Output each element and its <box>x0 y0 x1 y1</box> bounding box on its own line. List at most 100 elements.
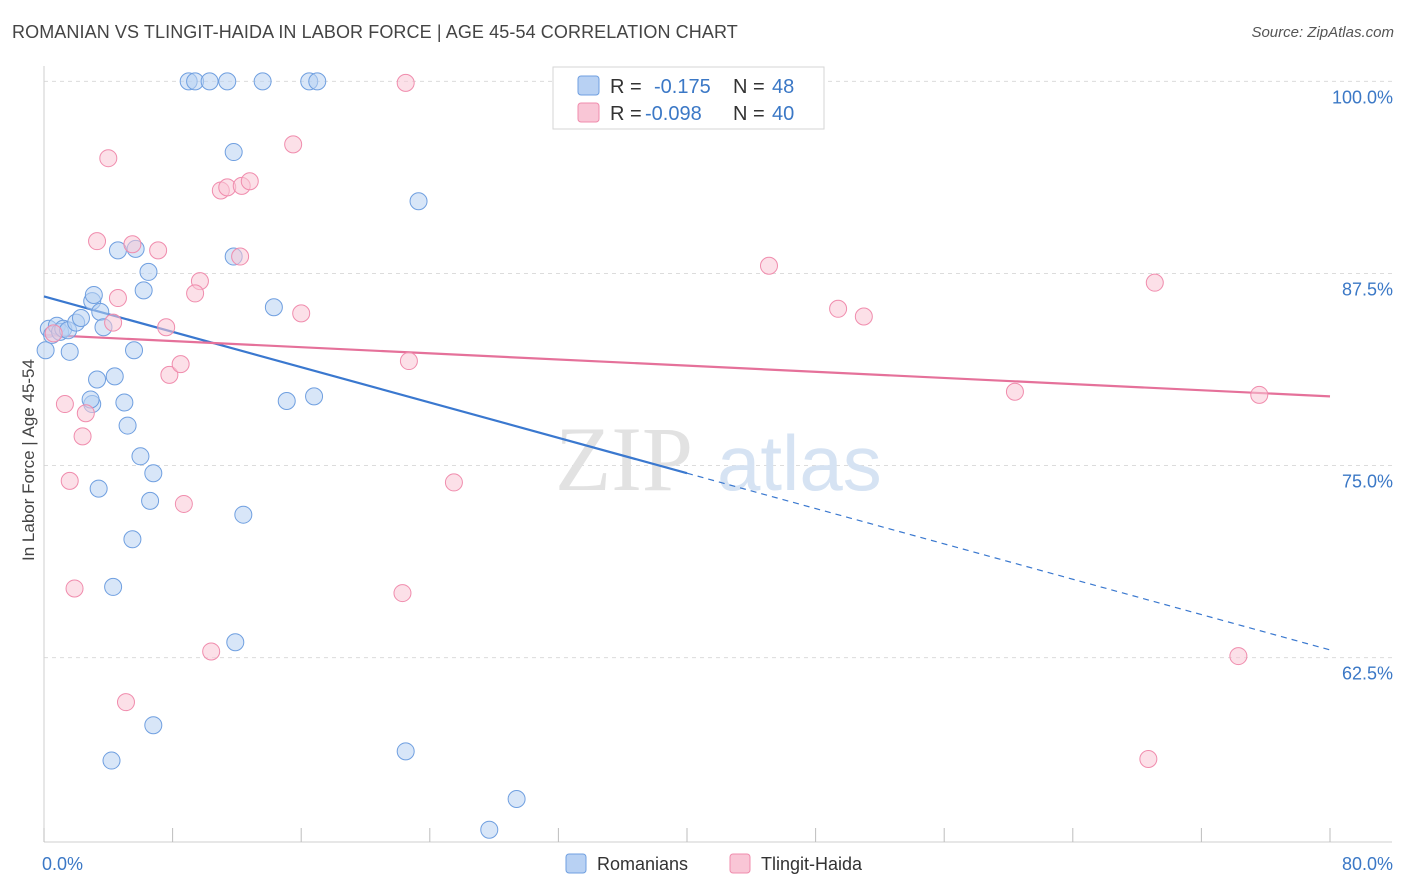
tlingit-haida-point-15 <box>171 355 190 374</box>
tlingit-haida-point-16 <box>174 494 193 513</box>
romanians-point-30 <box>104 577 123 596</box>
legend-n-label-tlingit-haida: N = <box>733 103 765 125</box>
romanians-point-40 <box>308 72 327 91</box>
data-points <box>36 72 1269 839</box>
romanians-point-50 <box>480 820 499 839</box>
romanians-point-44 <box>305 387 324 406</box>
trend-lines <box>43 295 1331 651</box>
romanians-point-43 <box>277 391 296 410</box>
series-legend: Romanians Tlingit-Haida <box>565 853 863 874</box>
romanians-point-48 <box>396 742 415 761</box>
romanians-trend-line <box>43 295 688 475</box>
bottom-legend-swatch-romanians <box>565 853 587 874</box>
tlingit-haida-point-7 <box>99 149 118 168</box>
legend-n-label-romanians: N = <box>733 76 765 98</box>
legend-n-value-romanians: 48 <box>772 76 794 98</box>
x-tick-labels: 0.0% 80.0% <box>42 854 1393 874</box>
chart-source: Source: ZipAtlas.com <box>1251 24 1394 41</box>
tlingit-haida-point-28 <box>399 352 418 371</box>
watermark-zip: ZIP <box>555 408 693 510</box>
legend-n-value-tlingit-haida: 40 <box>772 103 794 125</box>
romanians-point-38 <box>253 72 272 91</box>
romanians-point-31 <box>144 716 163 735</box>
romanians-point-20 <box>88 370 107 389</box>
tlingit-haida-point-3 <box>65 579 84 598</box>
tlingit-haida-point-5 <box>76 404 95 423</box>
bottom-legend-label-tlingit-haida: Tlingit-Haida <box>761 854 863 874</box>
legend-r-value-romanians: -0.175 <box>654 76 711 98</box>
romanians-point-45 <box>234 505 253 524</box>
tlingit-haida-point-26 <box>292 304 311 323</box>
romanians-point-25 <box>131 447 150 466</box>
tlingit-haida-point-19 <box>202 642 221 661</box>
bottom-legend-label-romanians: Romanians <box>597 854 688 874</box>
romanians-point-16 <box>105 367 124 386</box>
romanians-point-9 <box>60 342 79 361</box>
romanians-point-26 <box>144 464 163 483</box>
tlingit-haida-point-11 <box>123 235 142 254</box>
romanians-point-32 <box>102 751 121 770</box>
tlingit-haida-point-9 <box>108 289 127 308</box>
tlingit-haida-point-39 <box>1005 382 1024 401</box>
romanians-point-17 <box>139 262 158 281</box>
romanians-point-18 <box>134 281 153 300</box>
tlingit-haida-point-0 <box>44 324 63 343</box>
romanians-point-28 <box>141 491 160 510</box>
romanians-point-33 <box>224 143 243 162</box>
legend-swatch-tlingit-haida <box>577 102 600 123</box>
tlingit-haida-point-30 <box>444 473 463 492</box>
tlingit-haida-point-25 <box>284 135 303 154</box>
tlingit-haida-trend-line <box>43 333 1331 398</box>
legend-r-label-romanians: R = <box>610 76 642 98</box>
tlingit-haida-point-6 <box>88 232 107 251</box>
tlingit-haida-point-10 <box>116 693 135 712</box>
tlingit-haida-point-1 <box>55 395 74 414</box>
tlingit-haida-point-34 <box>854 307 873 326</box>
tlingit-haida-point-35 <box>1145 273 1164 292</box>
romanians-point-24 <box>118 416 137 435</box>
romanians-point-36 <box>200 72 219 91</box>
bottom-legend-swatch-tlingit-haida <box>729 853 751 874</box>
y-tick-label-2: 75.0% <box>1342 472 1393 492</box>
tlingit-haida-point-8 <box>104 313 123 332</box>
romanians-point-8 <box>71 309 90 328</box>
x-tick-label-0: 0.0% <box>42 854 83 874</box>
tlingit-haida-point-36 <box>1139 750 1158 769</box>
romanians-point-0 <box>36 341 55 360</box>
watermark-atlas: atlas <box>717 419 882 507</box>
tlingit-haida-point-18 <box>186 284 205 303</box>
romanians-point-27 <box>89 479 108 498</box>
y-tick-label-1: 87.5% <box>1342 279 1393 299</box>
y-axis-label: In Labor Force | Age 45-54 <box>19 359 38 561</box>
romanians-trend-extension <box>686 472 1331 651</box>
romanians-point-15 <box>125 341 144 360</box>
y-tick-label-0: 100.0% <box>1332 87 1393 107</box>
romanians-point-29 <box>123 530 142 549</box>
legend-swatch-romanians <box>577 75 600 96</box>
romanians-point-46 <box>226 633 245 652</box>
romanians-point-47 <box>409 192 428 211</box>
romanians-point-23 <box>115 393 134 412</box>
romanians-point-37 <box>218 72 237 91</box>
legend-r-label-tlingit-haida: R = <box>610 103 642 125</box>
tlingit-haida-point-13 <box>157 318 176 337</box>
tlingit-haida-point-38 <box>1229 647 1248 666</box>
tlingit-haida-point-29 <box>393 584 412 603</box>
tlingit-haida-point-37 <box>1250 385 1269 404</box>
tlingit-haida-point-2 <box>60 471 79 490</box>
romanians-point-49 <box>507 789 526 808</box>
gridlines <box>44 80 1392 659</box>
tlingit-haida-point-4 <box>73 427 92 446</box>
x-tick-label-1: 80.0% <box>1342 854 1393 874</box>
tlingit-haida-point-24 <box>240 172 259 191</box>
y-tick-label-3: 62.5% <box>1342 664 1393 684</box>
romanians-point-42 <box>264 298 283 317</box>
y-tick-labels: 100.0% 87.5% 75.0% 62.5% <box>1332 87 1393 683</box>
tlingit-haida-point-32 <box>759 256 778 275</box>
axes <box>43 66 1392 843</box>
tlingit-haida-point-14 <box>160 365 179 384</box>
correlation-legend: R = -0.175 N = 48 R = -0.098 N = 40 <box>552 66 825 130</box>
legend-r-value-tlingit-haida: -0.098 <box>645 103 702 125</box>
tlingit-haida-point-33 <box>829 299 848 318</box>
